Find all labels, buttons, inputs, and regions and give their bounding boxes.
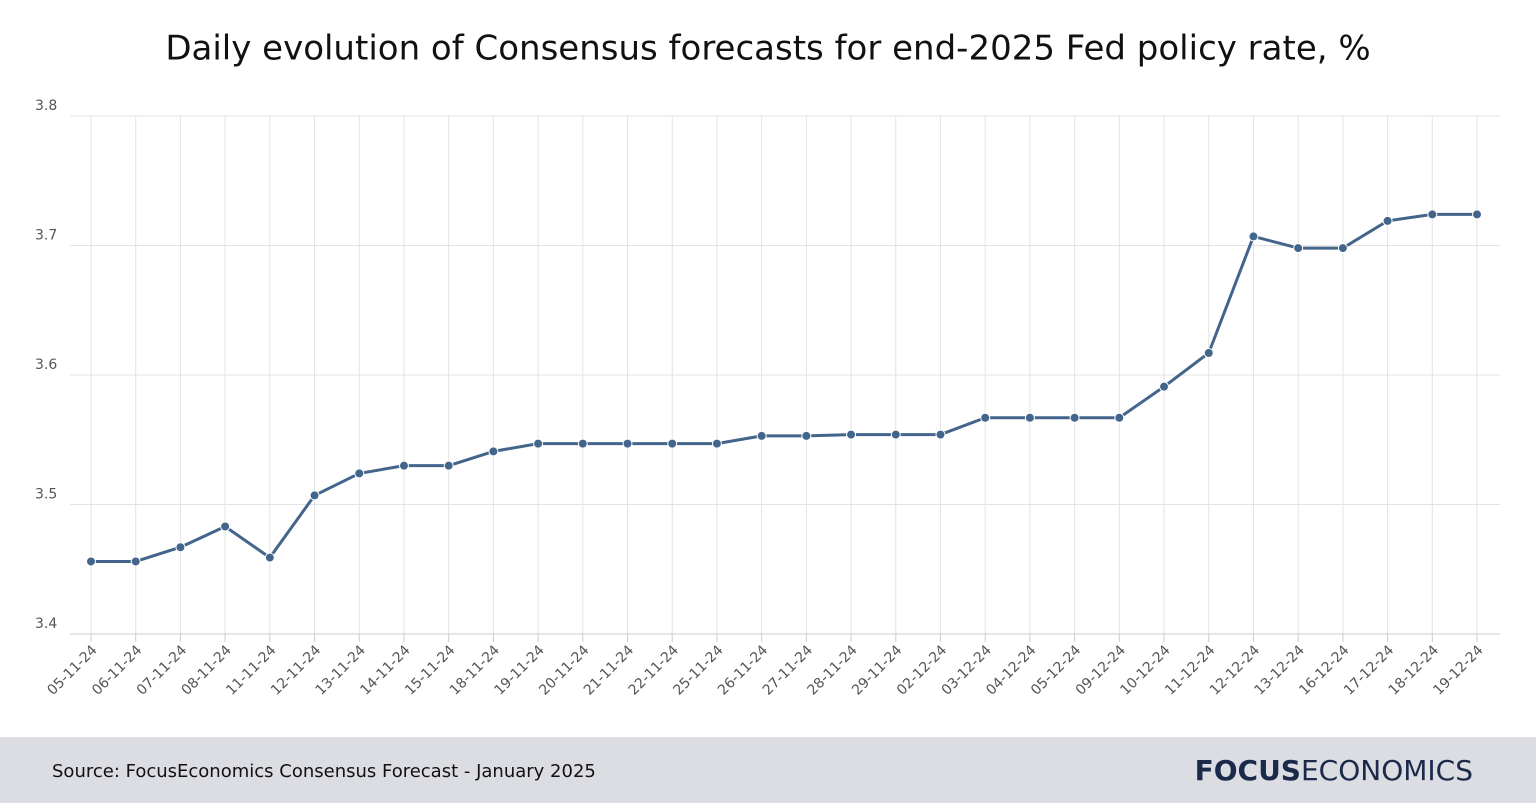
y-tick-label: 3.8 <box>35 98 57 114</box>
point <box>398 460 409 471</box>
logo: FOCUSECONOMICS <box>1195 754 1473 787</box>
point <box>354 468 365 479</box>
point <box>622 438 633 449</box>
point <box>1293 243 1304 254</box>
y-tick-label: 3.4 <box>35 616 57 632</box>
point <box>86 556 96 567</box>
series-line <box>91 212 1477 563</box>
logo-light: ECONOMICS <box>1301 754 1473 787</box>
point <box>667 438 678 449</box>
y-tick-label: 3.7 <box>35 228 57 244</box>
point <box>577 438 588 449</box>
point <box>801 430 812 441</box>
point <box>533 438 544 449</box>
point <box>1472 209 1482 220</box>
point <box>220 521 231 532</box>
chart-title: Daily evolution of Consensus forecasts f… <box>165 29 1370 69</box>
point <box>1069 412 1080 423</box>
point <box>1427 209 1438 220</box>
point <box>846 429 857 440</box>
point <box>711 438 722 449</box>
point <box>935 429 946 440</box>
point <box>890 429 901 440</box>
point <box>1024 412 1035 423</box>
point <box>488 446 499 457</box>
point <box>1337 243 1348 254</box>
plot: 3.43.53.63.73.805-11-2406-11-2407-11-240… <box>35 98 1500 699</box>
point <box>264 552 275 563</box>
point <box>1114 412 1125 423</box>
logo-bold: FOCUS <box>1195 754 1301 787</box>
point <box>1159 381 1170 392</box>
y-tick-label: 3.5 <box>35 487 57 503</box>
point <box>1203 347 1214 358</box>
point <box>443 460 454 471</box>
point <box>1248 231 1259 242</box>
point <box>175 542 186 553</box>
point <box>980 412 991 423</box>
point <box>309 490 320 501</box>
y-tick-label: 3.6 <box>35 357 57 373</box>
footer-band <box>0 737 1536 803</box>
point <box>130 556 141 567</box>
source: Source: FocusEconomics Consensus Forecas… <box>52 761 596 782</box>
point <box>756 430 767 441</box>
point <box>1382 215 1393 226</box>
